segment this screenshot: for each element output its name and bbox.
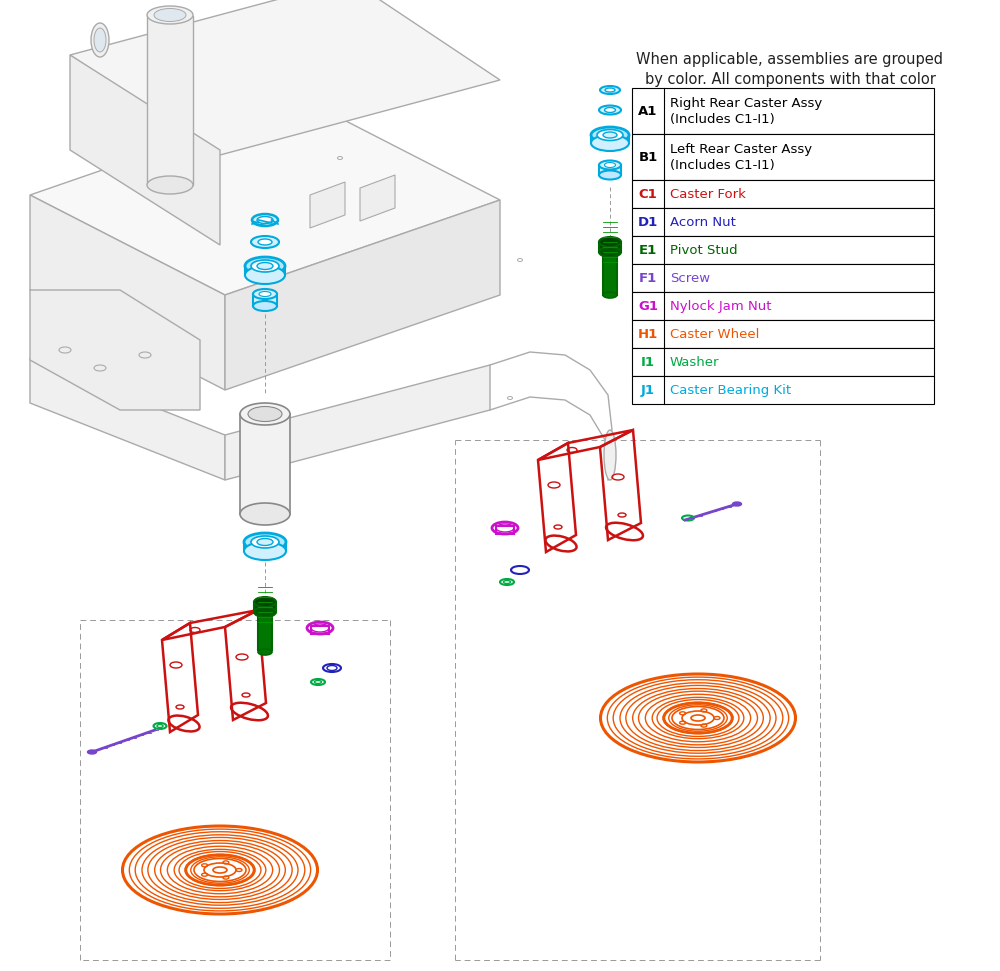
Bar [632, 264, 934, 292]
Text: I1: I1 [641, 355, 655, 369]
Bar [599, 242, 621, 252]
Polygon shape [225, 200, 500, 390]
Ellipse shape [244, 542, 286, 560]
Bar [632, 376, 934, 404]
Polygon shape [310, 182, 345, 228]
Bar [632, 292, 934, 320]
Bar [253, 294, 277, 306]
Ellipse shape [258, 649, 272, 655]
Bar [632, 320, 934, 348]
Ellipse shape [253, 289, 277, 299]
Bar [591, 135, 629, 143]
Ellipse shape [604, 108, 616, 113]
Bar [599, 165, 621, 175]
Bar [311, 626, 329, 634]
Ellipse shape [248, 407, 282, 421]
Ellipse shape [599, 247, 621, 257]
Ellipse shape [94, 28, 106, 52]
Ellipse shape [154, 9, 186, 21]
Ellipse shape [597, 129, 623, 141]
Ellipse shape [259, 291, 271, 296]
Ellipse shape [604, 430, 616, 480]
Bar [258, 610, 272, 650]
Text: F1: F1 [639, 272, 657, 285]
Ellipse shape [245, 266, 285, 284]
Ellipse shape [258, 239, 272, 245]
Polygon shape [70, 0, 500, 155]
Ellipse shape [605, 88, 615, 92]
Text: Caster Fork: Caster Fork [670, 187, 746, 200]
Polygon shape [30, 195, 225, 390]
Polygon shape [360, 175, 395, 221]
Ellipse shape [251, 536, 279, 548]
Ellipse shape [257, 217, 273, 223]
Text: When applicable, assemblies are grouped
by color. All components with that color: When applicable, assemblies are grouped … [637, 52, 944, 108]
Ellipse shape [251, 260, 279, 272]
Ellipse shape [254, 597, 276, 607]
Text: Caster Wheel: Caster Wheel [670, 327, 759, 341]
Polygon shape [225, 365, 490, 480]
Bar [632, 180, 934, 208]
Text: Washer: Washer [670, 355, 720, 369]
Bar [632, 348, 934, 376]
Bar [632, 88, 934, 134]
Ellipse shape [147, 176, 193, 194]
Ellipse shape [600, 86, 620, 94]
Ellipse shape [147, 6, 193, 24]
Ellipse shape [91, 23, 109, 57]
Ellipse shape [599, 160, 621, 170]
Text: Right Rear Caster Assy
(Includes C1-I1): Right Rear Caster Assy (Includes C1-I1) [670, 96, 822, 125]
Ellipse shape [603, 132, 617, 138]
Ellipse shape [599, 171, 621, 180]
Text: J1: J1 [641, 384, 655, 396]
Polygon shape [70, 55, 220, 245]
Ellipse shape [240, 403, 290, 425]
Polygon shape [30, 358, 225, 480]
Ellipse shape [245, 257, 285, 275]
Polygon shape [30, 290, 200, 410]
Bar [496, 526, 514, 534]
Text: E1: E1 [639, 244, 657, 256]
Text: Acorn Nut: Acorn Nut [670, 216, 736, 228]
Ellipse shape [599, 237, 621, 247]
Bar [603, 250, 617, 295]
Text: G1: G1 [638, 299, 658, 313]
Bar [632, 208, 934, 236]
Ellipse shape [599, 106, 621, 115]
Polygon shape [30, 100, 500, 295]
Text: H1: H1 [638, 327, 658, 341]
Ellipse shape [591, 127, 629, 143]
Bar [245, 266, 285, 275]
Bar [632, 134, 934, 180]
Bar [632, 236, 934, 264]
Ellipse shape [257, 539, 273, 546]
Text: B1: B1 [638, 151, 658, 163]
Ellipse shape [254, 607, 276, 617]
Ellipse shape [591, 135, 629, 151]
Text: Left Rear Caster Assy
(Includes C1-I1): Left Rear Caster Assy (Includes C1-I1) [670, 143, 812, 172]
Ellipse shape [603, 292, 617, 298]
Ellipse shape [88, 750, 96, 754]
Ellipse shape [732, 502, 742, 506]
Ellipse shape [251, 236, 279, 248]
Ellipse shape [253, 301, 277, 311]
Ellipse shape [257, 262, 273, 270]
Text: C1: C1 [639, 187, 657, 200]
Polygon shape [147, 16, 193, 185]
Ellipse shape [244, 533, 286, 551]
Bar [244, 542, 286, 551]
Bar [254, 602, 276, 612]
Bar [240, 414, 290, 514]
Text: A1: A1 [638, 105, 658, 117]
Text: Screw: Screw [670, 272, 710, 285]
Text: Pivot Stud: Pivot Stud [670, 244, 738, 256]
Ellipse shape [240, 503, 290, 525]
Ellipse shape [604, 162, 616, 168]
Text: Nylock Jam Nut: Nylock Jam Nut [670, 299, 772, 313]
Text: D1: D1 [638, 216, 658, 228]
Ellipse shape [252, 214, 278, 226]
Text: Caster Bearing Kit: Caster Bearing Kit [670, 384, 791, 396]
